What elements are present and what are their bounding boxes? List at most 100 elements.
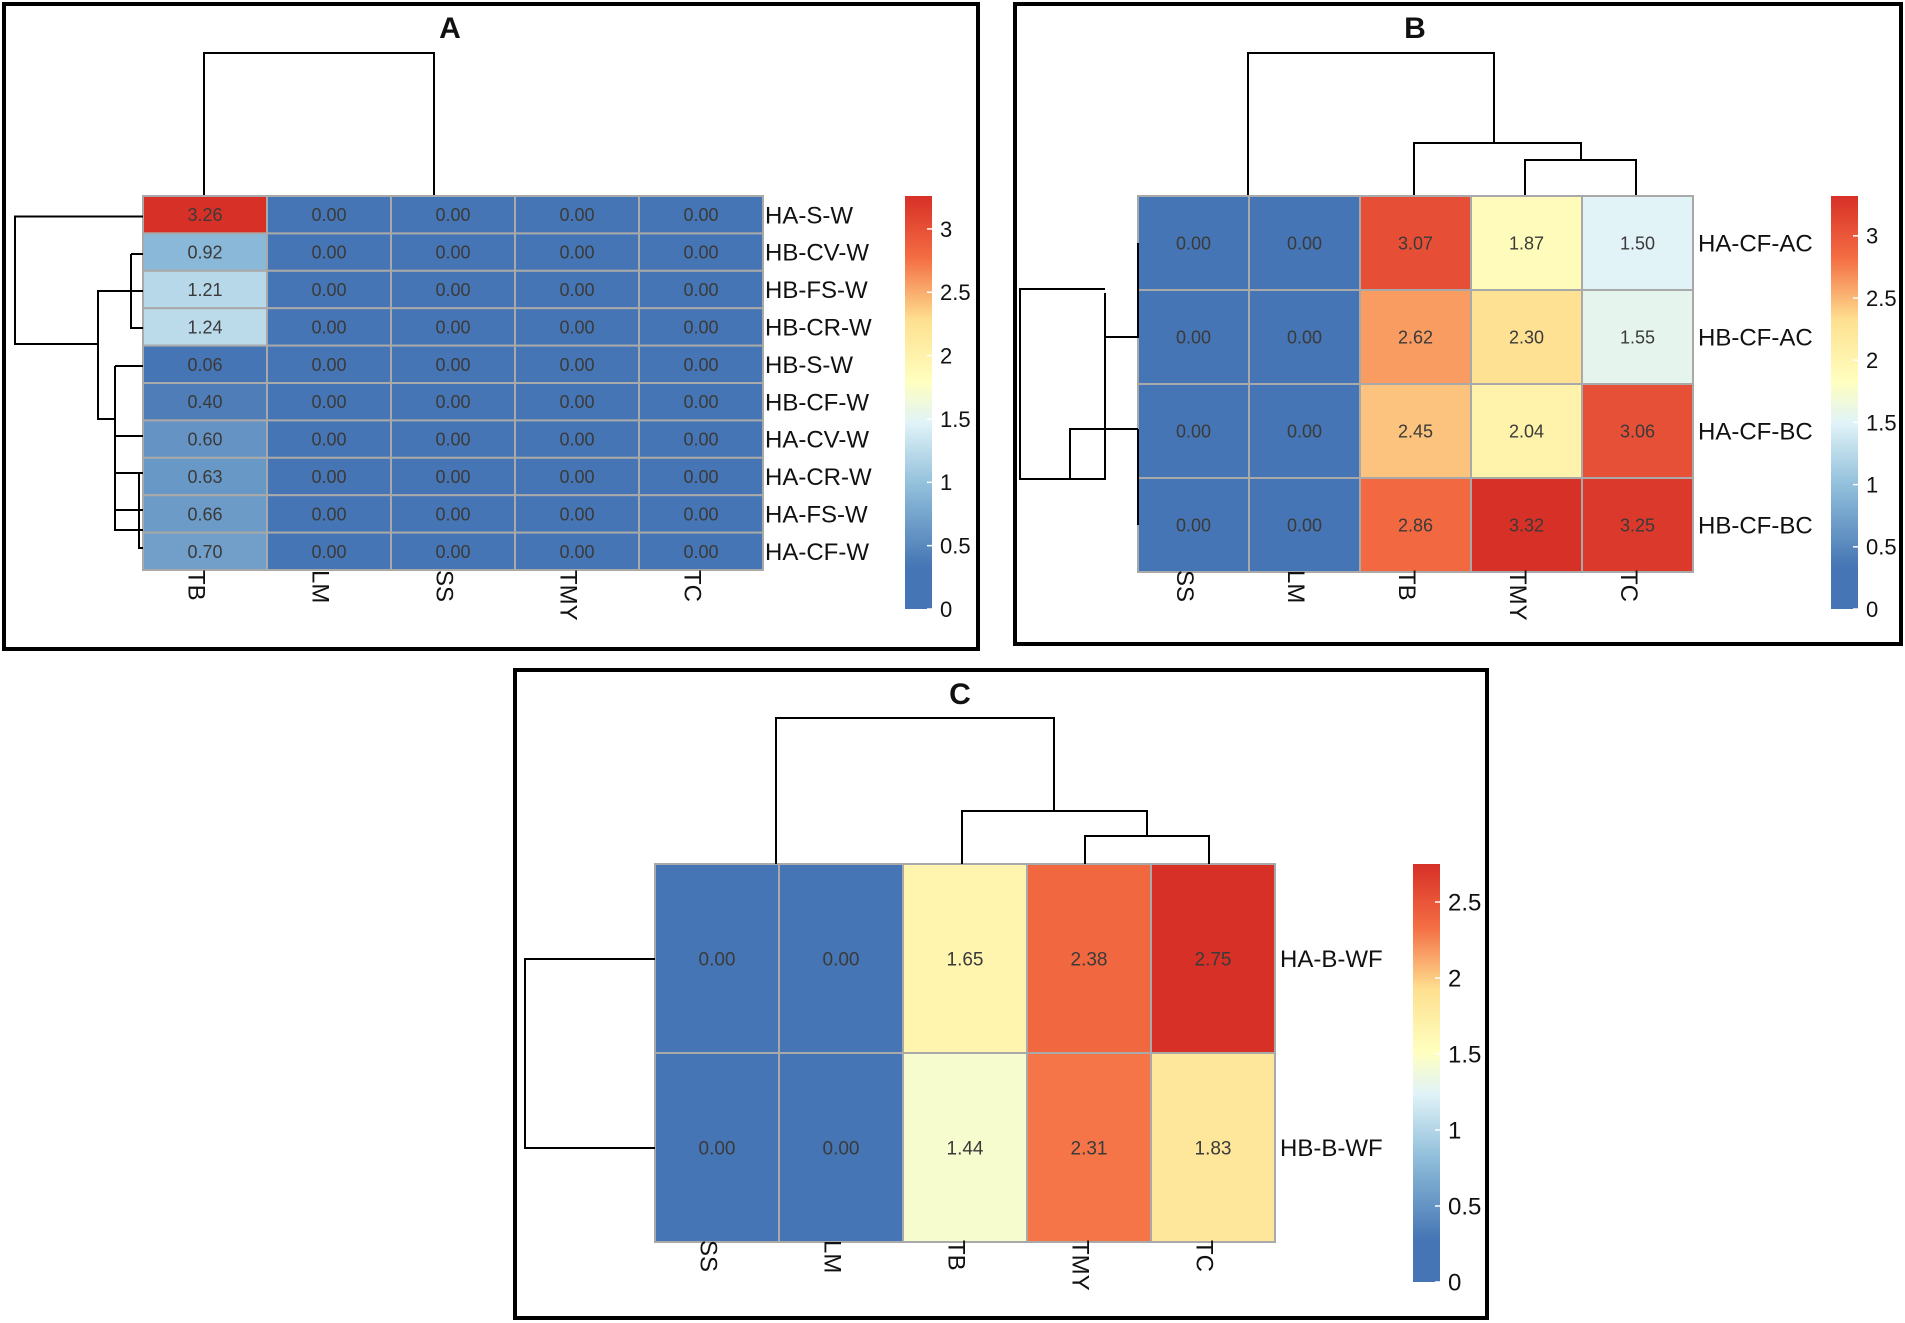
panel-b-cell-label-r3-c0: 0.00	[1176, 515, 1211, 535]
panel-a-row-dendrogram	[14, 215, 143, 549]
panel-b-colorbar-gradient	[1831, 196, 1858, 609]
panel-c-cell-r0-c3	[1026, 863, 1152, 1054]
panel-a-cell-label-r8-c3: 0.00	[559, 504, 594, 524]
panel-a-cell-r2-c0	[142, 269, 268, 310]
panel-b-column-label: TMY	[1504, 570, 1531, 621]
panel-a-cell-r1-c1	[266, 232, 392, 272]
panel-c-title: C	[949, 678, 971, 711]
panel-b-row-label: HB-CF-AC	[1698, 325, 1813, 352]
panel-a-cell-r4-c4	[638, 344, 764, 385]
panel-c-cell-label-r0-c1: 0.00	[823, 949, 860, 970]
panel-b-cell-label-r2-c4: 3.06	[1620, 421, 1655, 441]
panel-a-cell-label-r9-c0: 0.70	[187, 542, 222, 562]
panel-b-cell-r1-c0	[1137, 289, 1250, 385]
panel-a-colorbar-tick-label: 1.5	[940, 407, 971, 432]
panel-a-cell-label-r6-c2: 0.00	[435, 430, 470, 450]
panel-b-cell-r3-c2	[1359, 477, 1472, 573]
panel-a-cell-label-r2-c2: 0.00	[435, 280, 470, 300]
panel-b-cell-label-r3-c1: 0.00	[1287, 515, 1322, 535]
panel-a-cell-r5-c2	[390, 382, 516, 422]
panel-a-row-label: HB-S-W	[765, 352, 853, 379]
panel-a-cell-r5-c4	[638, 382, 764, 422]
panel-a-cell-label-r0-c1: 0.00	[311, 205, 346, 225]
panel-a-cell-r3-c4	[638, 307, 764, 347]
panel-a-cell-r2-c4	[638, 269, 764, 310]
panel-a-cell-label-r3-c2: 0.00	[435, 317, 470, 337]
panel-a-cell-r0-c4	[638, 195, 764, 235]
panel-b-cell-r3-c4	[1581, 477, 1694, 573]
panel-b-column-label: SS	[1171, 570, 1198, 602]
panel-b-cell-r0-c1	[1248, 195, 1361, 291]
panel-a-column-label: TC	[679, 570, 706, 602]
panel-b-cell-r2-c1	[1248, 383, 1361, 479]
panel-a-cell-r9-c0	[142, 531, 268, 571]
panel-b-cell-label-r2-c0: 0.00	[1176, 421, 1211, 441]
panel-c-cell-r0-c4	[1150, 863, 1276, 1054]
panel-a-cell-r8-c0	[142, 494, 268, 534]
panel-a-cell-label-r6-c0: 0.60	[187, 430, 222, 450]
panel-b-cell-label-r3-c3: 3.32	[1509, 515, 1544, 535]
panel-b-row-label: HA-CF-AC	[1698, 231, 1813, 258]
panel-c-cell-label-r1-c2: 1.44	[947, 1138, 984, 1159]
panel-b-colorbar-tick-label: 0	[1866, 597, 1878, 622]
panel-a-cell-label-r0-c3: 0.00	[559, 205, 594, 225]
panel-b-cell-label-r0-c2: 3.07	[1398, 233, 1433, 253]
panel-c: C 0.00 0.00 1.65 2.38 2.75 0.00 0.00 1.44 2.31 1.…	[513, 668, 1489, 1320]
panel-a-heatmap-grid: 3.26 0.00 0.00 0.00 0.00 0.92 0.00 0.00 0.00 0.00…	[142, 195, 764, 571]
panel-c-colorbar: 0 0.5 1 1.5 2 2.5	[1413, 864, 1481, 1297]
panel-b-row-label: HB-CF-BC	[1698, 513, 1813, 540]
panel-a-cell-label-r4-c1: 0.00	[311, 355, 346, 375]
panel-a-cell-r3-c3	[514, 307, 640, 347]
panel-b-cell-label-r2-c1: 0.00	[1287, 421, 1322, 441]
panel-b-column-label: LM	[1282, 570, 1309, 603]
panel-a-cell-label-r1-c0: 0.92	[187, 243, 222, 263]
panel-c-cell-r1-c2	[902, 1052, 1028, 1243]
panel-c-row-label: HA-B-WF	[1280, 946, 1383, 973]
panel-b-cell-label-r2-c2: 2.45	[1398, 421, 1433, 441]
panel-c-cell-r0-c0	[654, 863, 780, 1054]
panel-b-cell-label-r2-c3: 2.04	[1509, 421, 1544, 441]
panel-b-colorbar: 0 0.5 1 1.5 2 2.5 3	[1831, 196, 1897, 622]
panel-c-cell-label-r0-c4: 2.75	[1195, 949, 1232, 970]
panel-b-colorbar-tick-label: 0.5	[1866, 535, 1897, 560]
panel-a-column-label: TB	[183, 570, 210, 601]
panel-a-cell-label-r5-c4: 0.00	[683, 392, 718, 412]
panel-a-cell-label-r0-c0: 3.26	[187, 205, 222, 225]
panel-b-cell-r3-c3	[1470, 477, 1583, 573]
panel-a-row-label: HA-CF-W	[765, 539, 869, 566]
panel-c-colorbar-gradient	[1413, 864, 1440, 1282]
panel-b-column-label: TC	[1615, 570, 1642, 602]
panel-a-colorbar-tick-label: 2	[940, 344, 952, 369]
panel-a-cell-label-r9-c4: 0.00	[683, 542, 718, 562]
panel-a-colorbar-tick-label: 1	[940, 470, 952, 495]
panel-b-cell-label-r1-c1: 0.00	[1287, 327, 1322, 347]
panel-b-colorbar-tick-label: 3	[1866, 224, 1878, 249]
panel-a-cell-r7-c0	[142, 456, 268, 497]
panel-b-heatmap-grid: 0.00 0.00 3.07 1.87 1.50 0.00 0.00 2.62 2.30 1.55…	[1137, 195, 1694, 573]
panel-b-cell-label-r0-c0: 0.00	[1176, 233, 1211, 253]
panel-b-labels: HA-CF-AC HB-CF-AC HA-CF-BC HB-CF-BC SS LM TB TM…	[1171, 231, 1813, 621]
panel-a-cell-r4-c0	[142, 344, 268, 385]
panel-a-column-label: TMY	[555, 570, 582, 621]
panel-c-cell-label-r1-c3: 2.31	[1071, 1138, 1108, 1159]
panel-a-row-label: HB-CR-W	[765, 315, 872, 342]
panel-a-cell-label-r8-c1: 0.00	[311, 504, 346, 524]
panel-b-row-dendrogram	[1019, 243, 1139, 525]
panel-a-cell-label-r6-c3: 0.00	[559, 430, 594, 450]
panel-a-row-label: HA-FS-W	[765, 502, 868, 529]
panel-a-cell-label-r9-c3: 0.00	[559, 542, 594, 562]
panel-a-cell-label-r3-c1: 0.00	[311, 317, 346, 337]
panel-b-cell-label-r1-c0: 0.00	[1176, 327, 1211, 347]
panel-a-cell-r9-c3	[514, 531, 640, 571]
panel-a-title: A	[439, 12, 461, 45]
panel-b-cell-label-r1-c3: 2.30	[1509, 327, 1544, 347]
panel-b-colorbar-tick-label: 2	[1866, 348, 1878, 373]
panel-c-cell-r1-c4	[1150, 1052, 1276, 1243]
panel-a-colorbar: 0 0.5 1 1.5 2 2.5 3	[905, 196, 971, 622]
panel-a-cell-label-r0-c4: 0.00	[683, 205, 718, 225]
panel-a-cell-label-r5-c0: 0.40	[187, 392, 222, 412]
panel-c-colorbar-tick-label: 1	[1448, 1118, 1461, 1145]
panel-c-cell-r0-c2	[902, 863, 1028, 1054]
panel-b-cell-label-r0-c4: 1.50	[1620, 233, 1655, 253]
panel-a-cell-label-r4-c2: 0.00	[435, 355, 470, 375]
